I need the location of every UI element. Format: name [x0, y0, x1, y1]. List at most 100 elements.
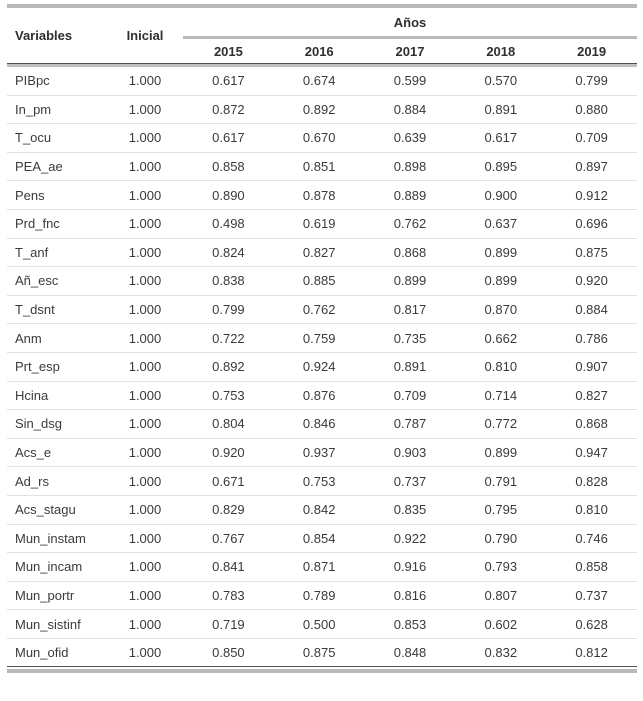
variable-cell: Mun_ofid: [7, 639, 107, 668]
inicial-cell: 1.000: [107, 496, 183, 525]
variable-cell: Acs_e: [7, 439, 107, 468]
inicial-cell: 1.000: [107, 296, 183, 325]
value-cell: 0.791: [455, 467, 547, 496]
column-header-2018: 2018: [455, 39, 547, 64]
column-header-2016: 2016: [273, 39, 365, 64]
value-cell: 0.599: [364, 64, 456, 96]
value-cell: 0.899: [364, 267, 456, 296]
value-cell: 0.674: [273, 64, 365, 96]
header-row-years: 2015 2016 2017 2018 2019: [7, 39, 637, 64]
table-row: Mun_instam 1.000 0.767 0.854 0.922 0.790 0.746: [7, 525, 637, 554]
value-cell: 0.842: [273, 496, 365, 525]
value-cell: 0.889: [364, 181, 456, 210]
table-row: Prd_fnc 1.000 0.498 0.619 0.762 0.637 0.696: [7, 210, 637, 239]
variable-cell: Prt_esp: [7, 353, 107, 382]
column-header-2017: 2017: [364, 39, 456, 64]
value-cell: 0.786: [546, 324, 637, 353]
table-row: Prt_esp 1.000 0.892 0.924 0.891 0.810 0.907: [7, 353, 637, 382]
table-row: T_dsnt 1.000 0.799 0.762 0.817 0.870 0.884: [7, 296, 637, 325]
table-row: Hcina 1.000 0.753 0.876 0.709 0.714 0.827: [7, 382, 637, 411]
value-cell: 0.746: [546, 525, 637, 554]
variable-cell: Mun_instam: [7, 525, 107, 554]
value-cell: 0.851: [273, 153, 365, 182]
value-cell: 0.810: [546, 496, 637, 525]
value-cell: 0.737: [546, 582, 637, 611]
value-cell: 0.846: [273, 410, 365, 439]
table-row: T_anf 1.000 0.824 0.827 0.868 0.899 0.875: [7, 239, 637, 268]
table-row: Acs_stagu 1.000 0.829 0.842 0.835 0.795 0.810: [7, 496, 637, 525]
inicial-cell: 1.000: [107, 582, 183, 611]
inicial-cell: 1.000: [107, 124, 183, 153]
value-cell: 0.807: [455, 582, 547, 611]
table-row: In_pm 1.000 0.872 0.892 0.884 0.891 0.880: [7, 96, 637, 125]
value-cell: 0.662: [455, 324, 547, 353]
inicial-cell: 1.000: [107, 64, 183, 96]
value-cell: 0.876: [273, 382, 365, 411]
inicial-cell: 1.000: [107, 439, 183, 468]
value-cell: 0.903: [364, 439, 456, 468]
value-cell: 0.793: [455, 553, 547, 582]
variable-cell: Mun_sistinf: [7, 610, 107, 639]
results-table: Variables Inicial Años 2015 2016 2017 20…: [7, 8, 637, 668]
inicial-cell: 1.000: [107, 467, 183, 496]
value-cell: 0.829: [183, 496, 274, 525]
table-row: Acs_e 1.000 0.920 0.937 0.903 0.899 0.947: [7, 439, 637, 468]
inicial-cell: 1.000: [107, 210, 183, 239]
column-header-2015: 2015: [183, 39, 274, 64]
value-cell: 0.899: [455, 267, 547, 296]
value-cell: 0.617: [455, 124, 547, 153]
inicial-cell: 1.000: [107, 410, 183, 439]
value-cell: 0.799: [546, 64, 637, 96]
value-cell: 0.696: [546, 210, 637, 239]
value-cell: 0.895: [455, 153, 547, 182]
value-cell: 0.916: [364, 553, 456, 582]
value-cell: 0.920: [546, 267, 637, 296]
value-cell: 0.628: [546, 610, 637, 639]
value-cell: 0.722: [183, 324, 274, 353]
value-cell: 0.907: [546, 353, 637, 382]
value-cell: 0.838: [183, 267, 274, 296]
value-cell: 0.875: [546, 239, 637, 268]
value-cell: 0.858: [183, 153, 274, 182]
value-cell: 0.789: [273, 582, 365, 611]
value-cell: 0.835: [364, 496, 456, 525]
column-header-anos: Años: [183, 8, 637, 39]
variable-cell: Ad_rs: [7, 467, 107, 496]
value-cell: 0.619: [273, 210, 365, 239]
table-row: Mun_portr 1.000 0.783 0.789 0.816 0.807 0.737: [7, 582, 637, 611]
value-cell: 0.884: [546, 296, 637, 325]
variable-cell: Añ_esc: [7, 267, 107, 296]
value-cell: 0.870: [455, 296, 547, 325]
value-cell: 0.795: [455, 496, 547, 525]
inicial-cell: 1.000: [107, 96, 183, 125]
value-cell: 0.924: [273, 353, 365, 382]
table-header: Variables Inicial Años 2015 2016 2017 20…: [7, 8, 637, 64]
table-row: Mun_ofid 1.000 0.850 0.875 0.848 0.832 0.812: [7, 639, 637, 668]
value-cell: 0.804: [183, 410, 274, 439]
inicial-cell: 1.000: [107, 610, 183, 639]
inicial-cell: 1.000: [107, 267, 183, 296]
value-cell: 0.737: [364, 467, 456, 496]
value-cell: 0.602: [455, 610, 547, 639]
table-body: PIBpc 1.000 0.617 0.674 0.599 0.570 0.799 In_pm…: [7, 64, 637, 668]
value-cell: 0.753: [183, 382, 274, 411]
variable-cell: In_pm: [7, 96, 107, 125]
value-cell: 0.762: [364, 210, 456, 239]
value-cell: 0.735: [364, 324, 456, 353]
inicial-cell: 1.000: [107, 353, 183, 382]
column-header-variables: Variables: [7, 8, 107, 64]
value-cell: 0.762: [273, 296, 365, 325]
table-row: Sin_dsg 1.000 0.804 0.846 0.787 0.772 0.868: [7, 410, 637, 439]
value-cell: 0.878: [273, 181, 365, 210]
value-cell: 0.810: [455, 353, 547, 382]
variable-cell: Anm: [7, 324, 107, 353]
bottom-rule: [7, 669, 637, 674]
value-cell: 0.892: [183, 353, 274, 382]
value-cell: 0.827: [546, 382, 637, 411]
value-cell: 0.812: [546, 639, 637, 668]
value-cell: 0.790: [455, 525, 547, 554]
value-cell: 0.891: [455, 96, 547, 125]
value-cell: 0.799: [183, 296, 274, 325]
inicial-cell: 1.000: [107, 382, 183, 411]
value-cell: 0.753: [273, 467, 365, 496]
